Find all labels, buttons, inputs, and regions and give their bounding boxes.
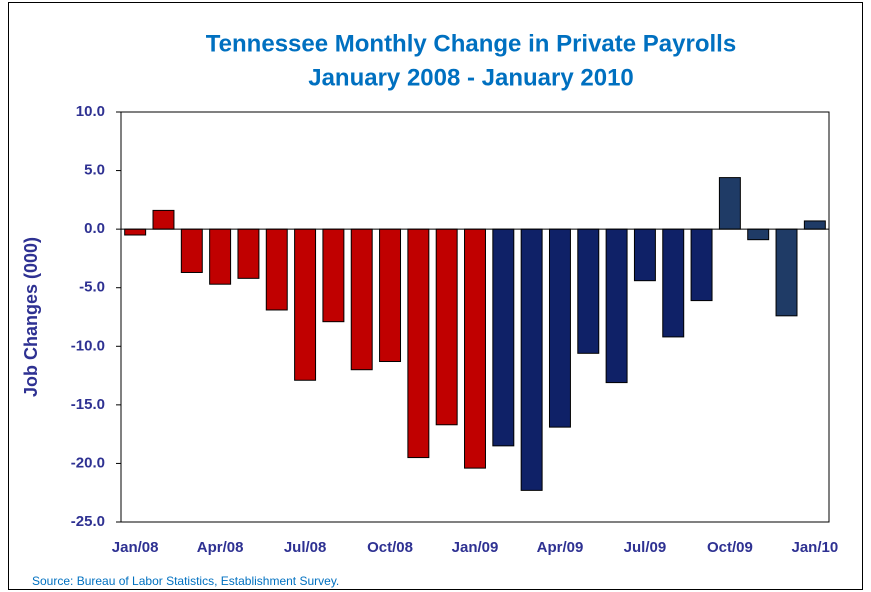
- x-tick-label: Apr/08: [197, 539, 244, 556]
- chart-title: Tennessee Monthly Change in Private Payr…: [206, 30, 736, 57]
- x-tick-label: Jan/09: [452, 539, 499, 556]
- bar: [803, 220, 826, 230]
- y-tick-label: 5.0: [84, 162, 105, 179]
- frame: [8, 2, 863, 590]
- bar: [548, 228, 571, 428]
- bar: [294, 228, 317, 381]
- bar: [407, 228, 430, 459]
- y-tick-label: -15.0: [71, 396, 105, 413]
- bar: [350, 228, 373, 371]
- bar: [464, 228, 486, 469]
- bar: [435, 228, 458, 426]
- x-tick-label: Jan/10: [791, 539, 838, 556]
- y-tick-label: 0.0: [84, 220, 105, 237]
- x-tick-label: Oct/09: [707, 539, 753, 556]
- bar: [209, 228, 232, 285]
- bar: [379, 228, 402, 363]
- bar: [520, 228, 543, 491]
- x-tick-label: Jan/08: [112, 539, 159, 556]
- bar: [237, 228, 260, 279]
- x-tick-label: Jul/09: [624, 539, 667, 556]
- bar: [180, 228, 203, 273]
- y-tick-label: 10.0: [76, 103, 105, 120]
- x-tick-label: Oct/08: [367, 539, 413, 556]
- bar: [718, 177, 741, 230]
- bar: [662, 228, 685, 338]
- bar: [322, 228, 345, 323]
- bar: [492, 228, 515, 447]
- x-tick-label: Apr/09: [537, 539, 584, 556]
- bar: [577, 228, 600, 354]
- bar: [747, 228, 770, 241]
- bar: [605, 228, 628, 384]
- x-tick-label: Jul/08: [284, 539, 327, 556]
- source-note: Source: Bureau of Labor Statistics, Esta…: [32, 574, 339, 588]
- bar: [152, 209, 175, 230]
- y-tick-label: -25.0: [71, 513, 105, 530]
- bar: [124, 228, 147, 236]
- y-axis-label: Job Changes (000): [21, 237, 41, 397]
- bar: [690, 228, 713, 302]
- bar: [633, 228, 656, 282]
- bar: [265, 228, 288, 311]
- y-tick-label: -5.0: [79, 279, 105, 296]
- y-tick-label: -10.0: [71, 337, 105, 354]
- plot-area: [120, 111, 830, 523]
- chart-subtitle: January 2008 - January 2010: [308, 64, 634, 91]
- y-tick-label: -20.0: [71, 454, 105, 471]
- bar: [775, 228, 798, 317]
